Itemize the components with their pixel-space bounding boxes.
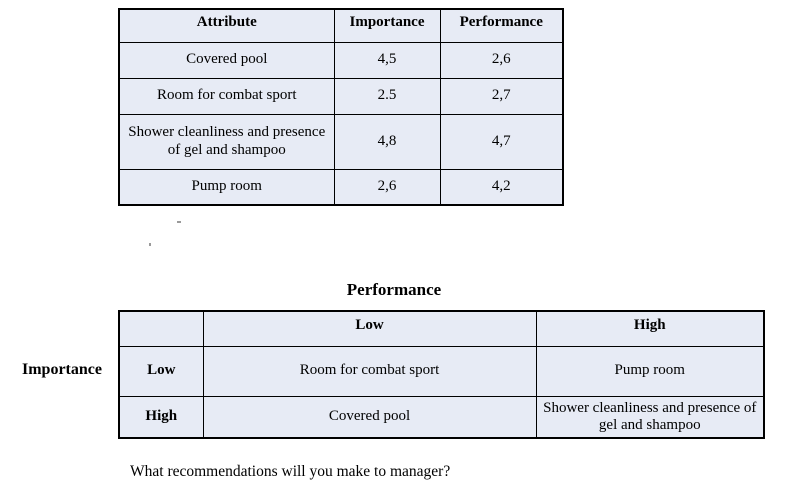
table-row: Pump room 2,6 4,2: [118, 168, 564, 206]
performance-cell: 4,7: [439, 113, 564, 170]
importance-column-header: Importance: [333, 8, 441, 43]
attribute-table-header-row: Attribute Importance Performance: [118, 8, 564, 43]
matrix-importance-axis-label: Importance: [22, 361, 102, 378]
matrix-cell-low-high: Pump room: [535, 345, 765, 397]
matrix-corner-cell: [118, 310, 204, 347]
importance-cell: 2.5: [333, 77, 441, 115]
importance-cell: 4,8: [333, 113, 441, 170]
matrix-row-low: Low Room for combat sport Pump room: [118, 345, 765, 397]
performance-cell: 4,2: [439, 168, 564, 206]
matrix-header-row: Low High: [118, 310, 765, 347]
matrix-cell-high-high: Shower cleanliness and presence of gel a…: [535, 395, 765, 439]
matrix-cell-high-low: Covered pool: [202, 395, 537, 439]
performance-cell: 2,7: [439, 77, 564, 115]
artifact-speck: [177, 221, 181, 223]
matrix-performance-axis-title: Performance: [346, 280, 442, 299]
table-row: Shower cleanliness and presence of gel a…: [118, 113, 564, 170]
matrix-row-high: High Covered pool Shower cleanliness and…: [118, 395, 765, 439]
attribute-column-header: Attribute: [118, 8, 335, 43]
importance-performance-matrix: Low High Low Room for combat sport Pump …: [118, 310, 765, 439]
performance-column-header: Performance: [439, 8, 564, 43]
matrix-cell-low-low: Room for combat sport: [202, 345, 537, 397]
table-row: Room for combat sport 2.5 2,7: [118, 77, 564, 115]
matrix-column-header-high: High: [535, 310, 765, 347]
matrix-row-label-high: High: [118, 395, 204, 439]
matrix-column-header-low: Low: [202, 310, 537, 347]
table-row: Covered pool 4,5 2,6: [118, 41, 564, 79]
importance-cell: 2,6: [333, 168, 441, 206]
matrix-row-label-low: Low: [118, 345, 204, 397]
importance-cell: 4,5: [333, 41, 441, 79]
attribute-table: Attribute Importance Performance Covered…: [118, 8, 564, 206]
attribute-cell: Room for combat sport: [118, 77, 335, 115]
attribute-cell: Shower cleanliness and presence of gel a…: [118, 113, 335, 170]
artifact-speck: [149, 243, 151, 246]
performance-cell: 2,6: [439, 41, 564, 79]
attribute-cell: Covered pool: [118, 41, 335, 79]
attribute-cell: Pump room: [118, 168, 335, 206]
question-text: What recommendations will you make to ma…: [130, 463, 451, 480]
